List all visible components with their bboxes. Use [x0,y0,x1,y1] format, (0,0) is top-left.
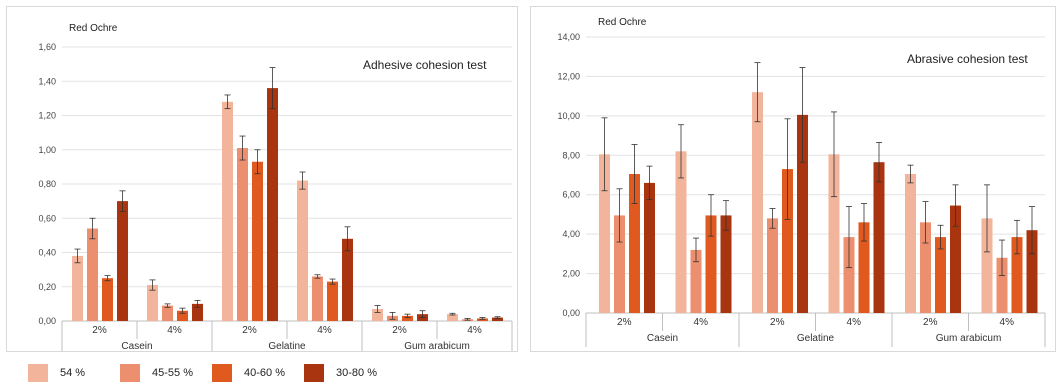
bar [342,238,353,321]
adhesive-chart-panel: 0,00 0,20 0,40 0,60 0,80 1,00 1,20 1,40 1,60 2% 4%… [6,6,518,352]
bar [117,201,128,321]
bar [828,154,840,313]
bar [447,314,458,321]
group-label: Casein [647,333,678,344]
group-label: Casein [121,341,152,351]
bar [858,222,870,313]
bar [981,218,993,313]
x-tick-label: 2% [392,325,407,336]
bar [720,215,732,313]
legend-swatch-54 [28,364,48,382]
bar [996,257,1008,313]
bar [177,310,188,321]
legend-label-30-80: 30-80 % [336,367,377,379]
chart-title: Adhesive cohesion test [363,58,487,72]
bar [935,237,946,313]
bar [782,169,793,313]
y-tick-label: 1,60 [38,42,56,52]
bar [162,305,173,321]
group-label: Gum arabicum [936,333,1002,344]
bar [690,249,702,313]
group-label: Gum arabicum [404,341,470,351]
x-tick-label: 4% [167,325,182,336]
bar [629,174,640,313]
bar [905,174,916,313]
bar [372,309,383,321]
y-tick-label: 1,40 [38,76,56,86]
x-tick-label: 4% [847,317,862,328]
legend-swatch-40-60 [212,364,232,382]
y-tick-label: 0,00 [38,316,56,326]
bar [1011,237,1023,313]
bar [873,162,885,313]
y-tick-label: 1,00 [38,145,56,155]
y-tick-label: 0,60 [38,213,56,223]
chart-subtitle: Red Ochre [598,17,647,28]
bar [192,303,203,321]
bar [327,281,338,321]
abrasive-chart-panel: 0,00 2,00 4,00 6,00 8,00 10,00 12,00 14,00 2% 4% 2… [530,6,1056,352]
bar [705,215,717,313]
y-tick-label: 0,40 [38,248,56,258]
legend-label-40-60: 40-60 % [244,367,285,379]
y-tick-label: 10,00 [557,111,580,121]
bar [920,222,931,313]
bar [614,215,625,313]
bar [477,318,488,321]
y-tick-label: 2,00 [562,269,580,279]
y-tick-label: 1,20 [38,111,56,121]
bar [950,205,961,313]
y-tick-label: 6,00 [562,190,580,200]
chart-legend: 54 % 45-55 % 40-60 % 30-80 % [28,364,548,384]
bar [297,180,308,321]
bar [599,154,610,313]
x-tick-label: 4% [467,325,482,336]
chart-subtitle: Red Ochre [69,23,118,34]
bar [102,278,113,321]
legend-label-45-55: 45-55 % [152,367,193,379]
adhesive-chart-svg: 0,00 0,20 0,40 0,60 0,80 1,00 1,20 1,40 1,60 2% 4%… [38,23,513,351]
chart-title: Abrasive cohesion test [907,52,1028,66]
bar [492,317,503,321]
x-tick-label: 4% [317,325,332,336]
group-label: Gelatine [268,341,306,351]
bar [252,161,263,321]
bar [237,148,248,321]
bar [1026,230,1038,313]
legend-label-54: 54 % [60,367,86,379]
y-tick-label: 0,80 [38,179,56,189]
group-label: Gelatine [797,333,835,344]
legend-swatch-30-80 [304,364,324,382]
x-tick-label: 2% [770,317,785,328]
bar [87,228,98,321]
x-tick-label: 2% [617,317,632,328]
x-tick-label: 2% [92,325,107,336]
legend-swatch-45-55 [120,364,140,382]
y-tick-label: 12,00 [557,71,580,81]
x-tick-label: 2% [923,317,938,328]
y-tick-label: 8,00 [562,150,580,160]
x-tick-label: 2% [242,325,257,336]
bar [267,88,278,321]
bar [752,92,763,313]
x-tick-label: 4% [1000,317,1015,328]
y-tick-label: 0,20 [38,282,56,292]
bar [675,151,687,313]
y-tick-label: 14,00 [557,32,580,42]
bar [402,315,413,321]
bar [222,101,233,321]
y-tick-label: 0,00 [562,308,580,318]
y-tick-label: 4,00 [562,229,580,239]
bar [843,237,855,313]
bar [767,218,778,313]
bar [644,182,655,313]
bar [147,285,158,321]
abrasive-chart-svg: 0,00 2,00 4,00 6,00 8,00 10,00 12,00 14,00 2% 4% 2… [557,17,1046,347]
bar [797,114,808,313]
bar [72,255,83,321]
x-tick-label: 4% [694,317,709,328]
bar [312,276,323,321]
